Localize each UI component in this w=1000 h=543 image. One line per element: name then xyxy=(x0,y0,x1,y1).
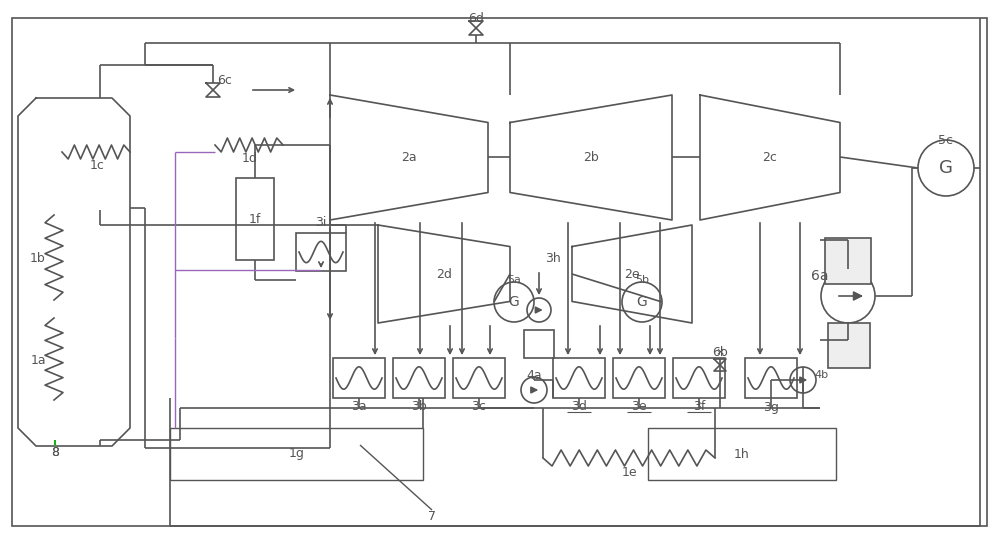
Text: 1h: 1h xyxy=(734,447,750,460)
Bar xyxy=(333,358,385,398)
Text: 3d: 3d xyxy=(571,401,587,414)
Bar xyxy=(236,178,274,260)
Text: 6c: 6c xyxy=(218,73,232,86)
Text: 1a: 1a xyxy=(30,353,46,367)
Bar xyxy=(825,238,871,284)
Bar xyxy=(673,358,725,398)
Text: 5c: 5c xyxy=(938,134,953,147)
Bar xyxy=(170,428,423,480)
Text: 6a: 6a xyxy=(811,269,829,283)
Bar xyxy=(524,330,554,358)
Text: 8: 8 xyxy=(51,445,59,458)
Text: 2c: 2c xyxy=(763,151,777,164)
Text: G: G xyxy=(939,159,953,177)
Text: 7: 7 xyxy=(428,509,436,522)
Text: 6d: 6d xyxy=(468,11,484,24)
Bar xyxy=(553,358,605,398)
Text: 4b: 4b xyxy=(815,370,829,380)
Text: 3f: 3f xyxy=(693,401,705,414)
Text: G: G xyxy=(509,295,519,309)
Text: 5b: 5b xyxy=(635,275,649,285)
Text: 3c: 3c xyxy=(472,401,486,414)
Bar xyxy=(745,358,797,398)
Bar xyxy=(828,323,870,368)
Text: 3h: 3h xyxy=(545,251,561,264)
Text: G: G xyxy=(637,295,647,309)
Text: ×: × xyxy=(715,347,725,357)
Bar xyxy=(393,358,445,398)
Text: 3e: 3e xyxy=(631,401,647,414)
Bar xyxy=(648,428,836,480)
Text: 1d: 1d xyxy=(242,151,258,165)
Text: 3a: 3a xyxy=(351,401,367,414)
Bar xyxy=(453,358,505,398)
Text: 3i: 3i xyxy=(315,216,327,229)
Text: 2d: 2d xyxy=(436,268,452,281)
Bar xyxy=(296,233,346,271)
Text: 4a: 4a xyxy=(526,369,542,382)
Bar xyxy=(613,358,665,398)
Text: 3g: 3g xyxy=(763,401,779,414)
Text: 1c: 1c xyxy=(90,159,104,172)
Text: 6b: 6b xyxy=(712,345,728,358)
Text: 3b: 3b xyxy=(411,401,427,414)
Text: 1e: 1e xyxy=(621,465,637,478)
Text: 1f: 1f xyxy=(249,212,261,225)
Text: 1g: 1g xyxy=(289,447,305,460)
Text: 5a: 5a xyxy=(507,275,521,285)
Text: 8: 8 xyxy=(51,445,59,458)
Text: 2b: 2b xyxy=(583,151,599,164)
Text: 2e: 2e xyxy=(624,268,640,281)
Text: 2a: 2a xyxy=(401,151,417,164)
Text: 1b: 1b xyxy=(30,251,46,264)
